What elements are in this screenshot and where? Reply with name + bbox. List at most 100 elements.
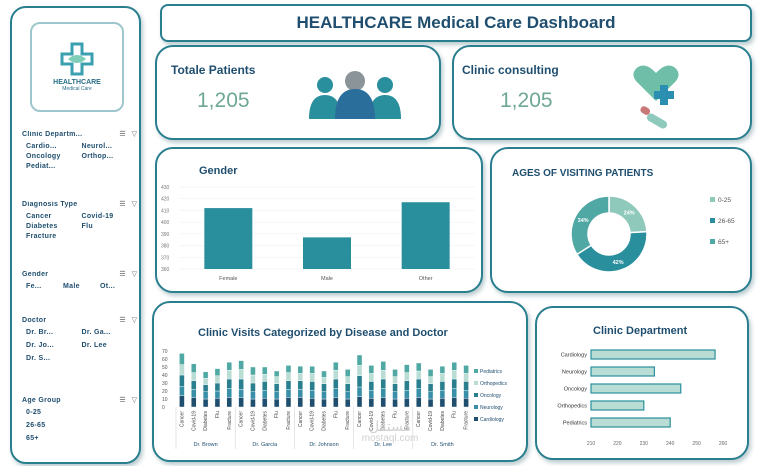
visits-bar-segment <box>297 373 304 381</box>
slicer-item[interactable]: Dr. Ga... <box>81 329 111 336</box>
visits-bar-segment <box>321 398 327 408</box>
visits-bar-segment <box>427 398 434 408</box>
visits-bar-segment <box>214 375 221 384</box>
visits-chart-title: Clinic Visits Categorized by Disease and… <box>198 327 448 339</box>
age-chart-title: AGES OF VISITING PATIENTS <box>512 168 654 179</box>
logo-sub: Medical Care <box>62 86 92 92</box>
visits-bar-segment <box>439 381 446 391</box>
slicer-item[interactable]: Orthop... <box>81 153 114 160</box>
visits-bar-segment <box>356 365 363 377</box>
slicer-item[interactable]: Dr. S... <box>26 355 51 362</box>
clear-filter-icon[interactable]: ▽ <box>131 397 137 404</box>
visits-bar-segment <box>297 380 304 390</box>
disease-tick-label: Flu <box>452 411 458 418</box>
visits-bar-segment <box>427 369 434 377</box>
visits-bar-segment <box>191 389 197 398</box>
y-tick-label: 20 <box>162 389 168 395</box>
x-tick-label: Other <box>419 276 433 282</box>
department-bar-chart: 210 220 230 240 250 260 Cardiology Neurology Onc… <box>557 349 727 447</box>
visits-bar-segment <box>202 377 209 385</box>
x-tick-label: 210 <box>587 441 596 447</box>
visits-bar-segment <box>427 391 434 400</box>
visits-bar-segment <box>333 397 339 408</box>
visits-bar-segment <box>285 389 292 398</box>
visits-bar-segment <box>368 381 375 391</box>
slicer-diagnosis-type: Diagnosis Type ☰ ▽ Cancer Covid-19 Diabet… <box>22 198 137 241</box>
visits-bar-segment <box>250 366 256 376</box>
visits-bar-segment <box>321 383 327 393</box>
dashboard-title: HEALTHCARE Medical Care Dashboard <box>296 13 616 32</box>
visits-bar-segment <box>356 386 363 397</box>
multi-select-icon[interactable]: ☰ <box>119 317 126 324</box>
slicer-item[interactable]: Male <box>63 283 80 290</box>
visits-bar-segment <box>309 366 315 374</box>
slicer-item[interactable]: Dr. Lee <box>81 342 107 349</box>
slicer-item[interactable]: Pediat... <box>26 163 56 170</box>
multi-select-icon[interactable]: ☰ <box>119 271 126 278</box>
slicer-item[interactable]: 26-65 <box>26 422 46 429</box>
y-tick-label: 10 <box>162 397 168 403</box>
visits-bar-segment <box>463 365 469 374</box>
multi-select-icon[interactable]: ☰ <box>119 131 126 138</box>
clear-filter-icon[interactable]: ▽ <box>131 271 137 278</box>
gender-bar <box>204 208 253 269</box>
slicer-item[interactable]: Fracture <box>26 233 57 240</box>
clear-filter-icon[interactable]: ▽ <box>131 317 137 324</box>
x-tick-label: 240 <box>666 441 675 447</box>
slicer-item[interactable]: Dr. Jo... <box>26 342 54 349</box>
visits-bar-segment <box>238 369 244 380</box>
multi-select-icon[interactable]: ☰ <box>119 201 126 208</box>
visits-bar-segment <box>392 398 398 408</box>
multi-select-icon[interactable]: ☰ <box>119 397 126 404</box>
filter-sidebar: HEALTHCARE Medical Care Clinic Departm..… <box>10 6 141 464</box>
slicer-item[interactable]: Ot... <box>100 283 116 290</box>
slicer-title: Clinic Departm... <box>22 130 83 138</box>
visits-bar-segment <box>404 372 410 381</box>
slicer-item[interactable]: 0-25 <box>26 409 42 416</box>
visits-bar-segment <box>262 373 268 382</box>
slicer-item[interactable]: Flu <box>81 223 93 230</box>
visits-bar-segment <box>392 391 398 400</box>
disease-tick-label: Covid-19 <box>310 411 316 431</box>
watermark: مستقل mostaql.com <box>345 420 435 444</box>
slicer-item[interactable]: Covid-19 <box>81 213 114 220</box>
visits-bar-segment <box>380 369 386 380</box>
clear-filter-icon[interactable]: ▽ <box>131 201 137 208</box>
department-bar <box>590 400 645 411</box>
x-tick-label: 220 <box>613 441 622 447</box>
visits-bar-segment <box>416 370 422 380</box>
disease-tick-label: Diabetes <box>322 411 328 431</box>
visits-bar-segment <box>356 354 363 366</box>
visits-bar-segment <box>416 362 422 372</box>
slicer-doctor: Doctor ☰ ▽ Dr. Br... Dr. Ga... Dr. Jo... … <box>22 314 137 363</box>
visits-bar-segment <box>250 382 256 393</box>
slicer-item[interactable]: Neurol... <box>81 143 113 150</box>
visits-bar-segment <box>344 398 351 408</box>
slicer-item[interactable]: 65+ <box>26 435 39 442</box>
visits-bar-segment <box>368 397 375 408</box>
slicer-item[interactable]: Dr. Br... <box>26 329 54 336</box>
slicer-item[interactable]: Oncology <box>26 153 61 160</box>
kpi-clinic-consulting: Clinic consulting 1,205 <box>452 45 752 140</box>
slicer-item[interactable]: Cancer <box>26 213 52 220</box>
doctor-tick-label: Dr. Lee <box>374 442 392 448</box>
clear-filter-icon[interactable]: ▽ <box>131 131 137 138</box>
visits-bar-segment <box>463 397 469 408</box>
doctor-tick-label: Dr. Smith <box>431 442 454 448</box>
visits-bar-segment <box>262 366 268 375</box>
y-tick-label: 50 <box>162 365 168 371</box>
disease-tick-label: Diabetes <box>203 411 209 431</box>
kpi-total-patients: Totale Patients 1,205 <box>155 45 441 140</box>
slicer-item[interactable]: Fe... <box>26 283 42 290</box>
gender-bar <box>303 237 351 269</box>
visits-bar-segment <box>226 362 232 371</box>
visits-bar-segment <box>285 372 292 381</box>
slicer-item[interactable]: Diabetes <box>26 223 58 230</box>
legend-swatch <box>710 197 715 202</box>
watermark-arabic: مستقل <box>369 419 411 435</box>
visits-bar-segment <box>250 398 256 408</box>
slicer-item[interactable]: Cardio... <box>26 143 57 150</box>
visits-bar-segment <box>333 362 339 371</box>
visits-bar-segment <box>321 370 327 378</box>
gender-chart-title: Gender <box>199 165 238 177</box>
